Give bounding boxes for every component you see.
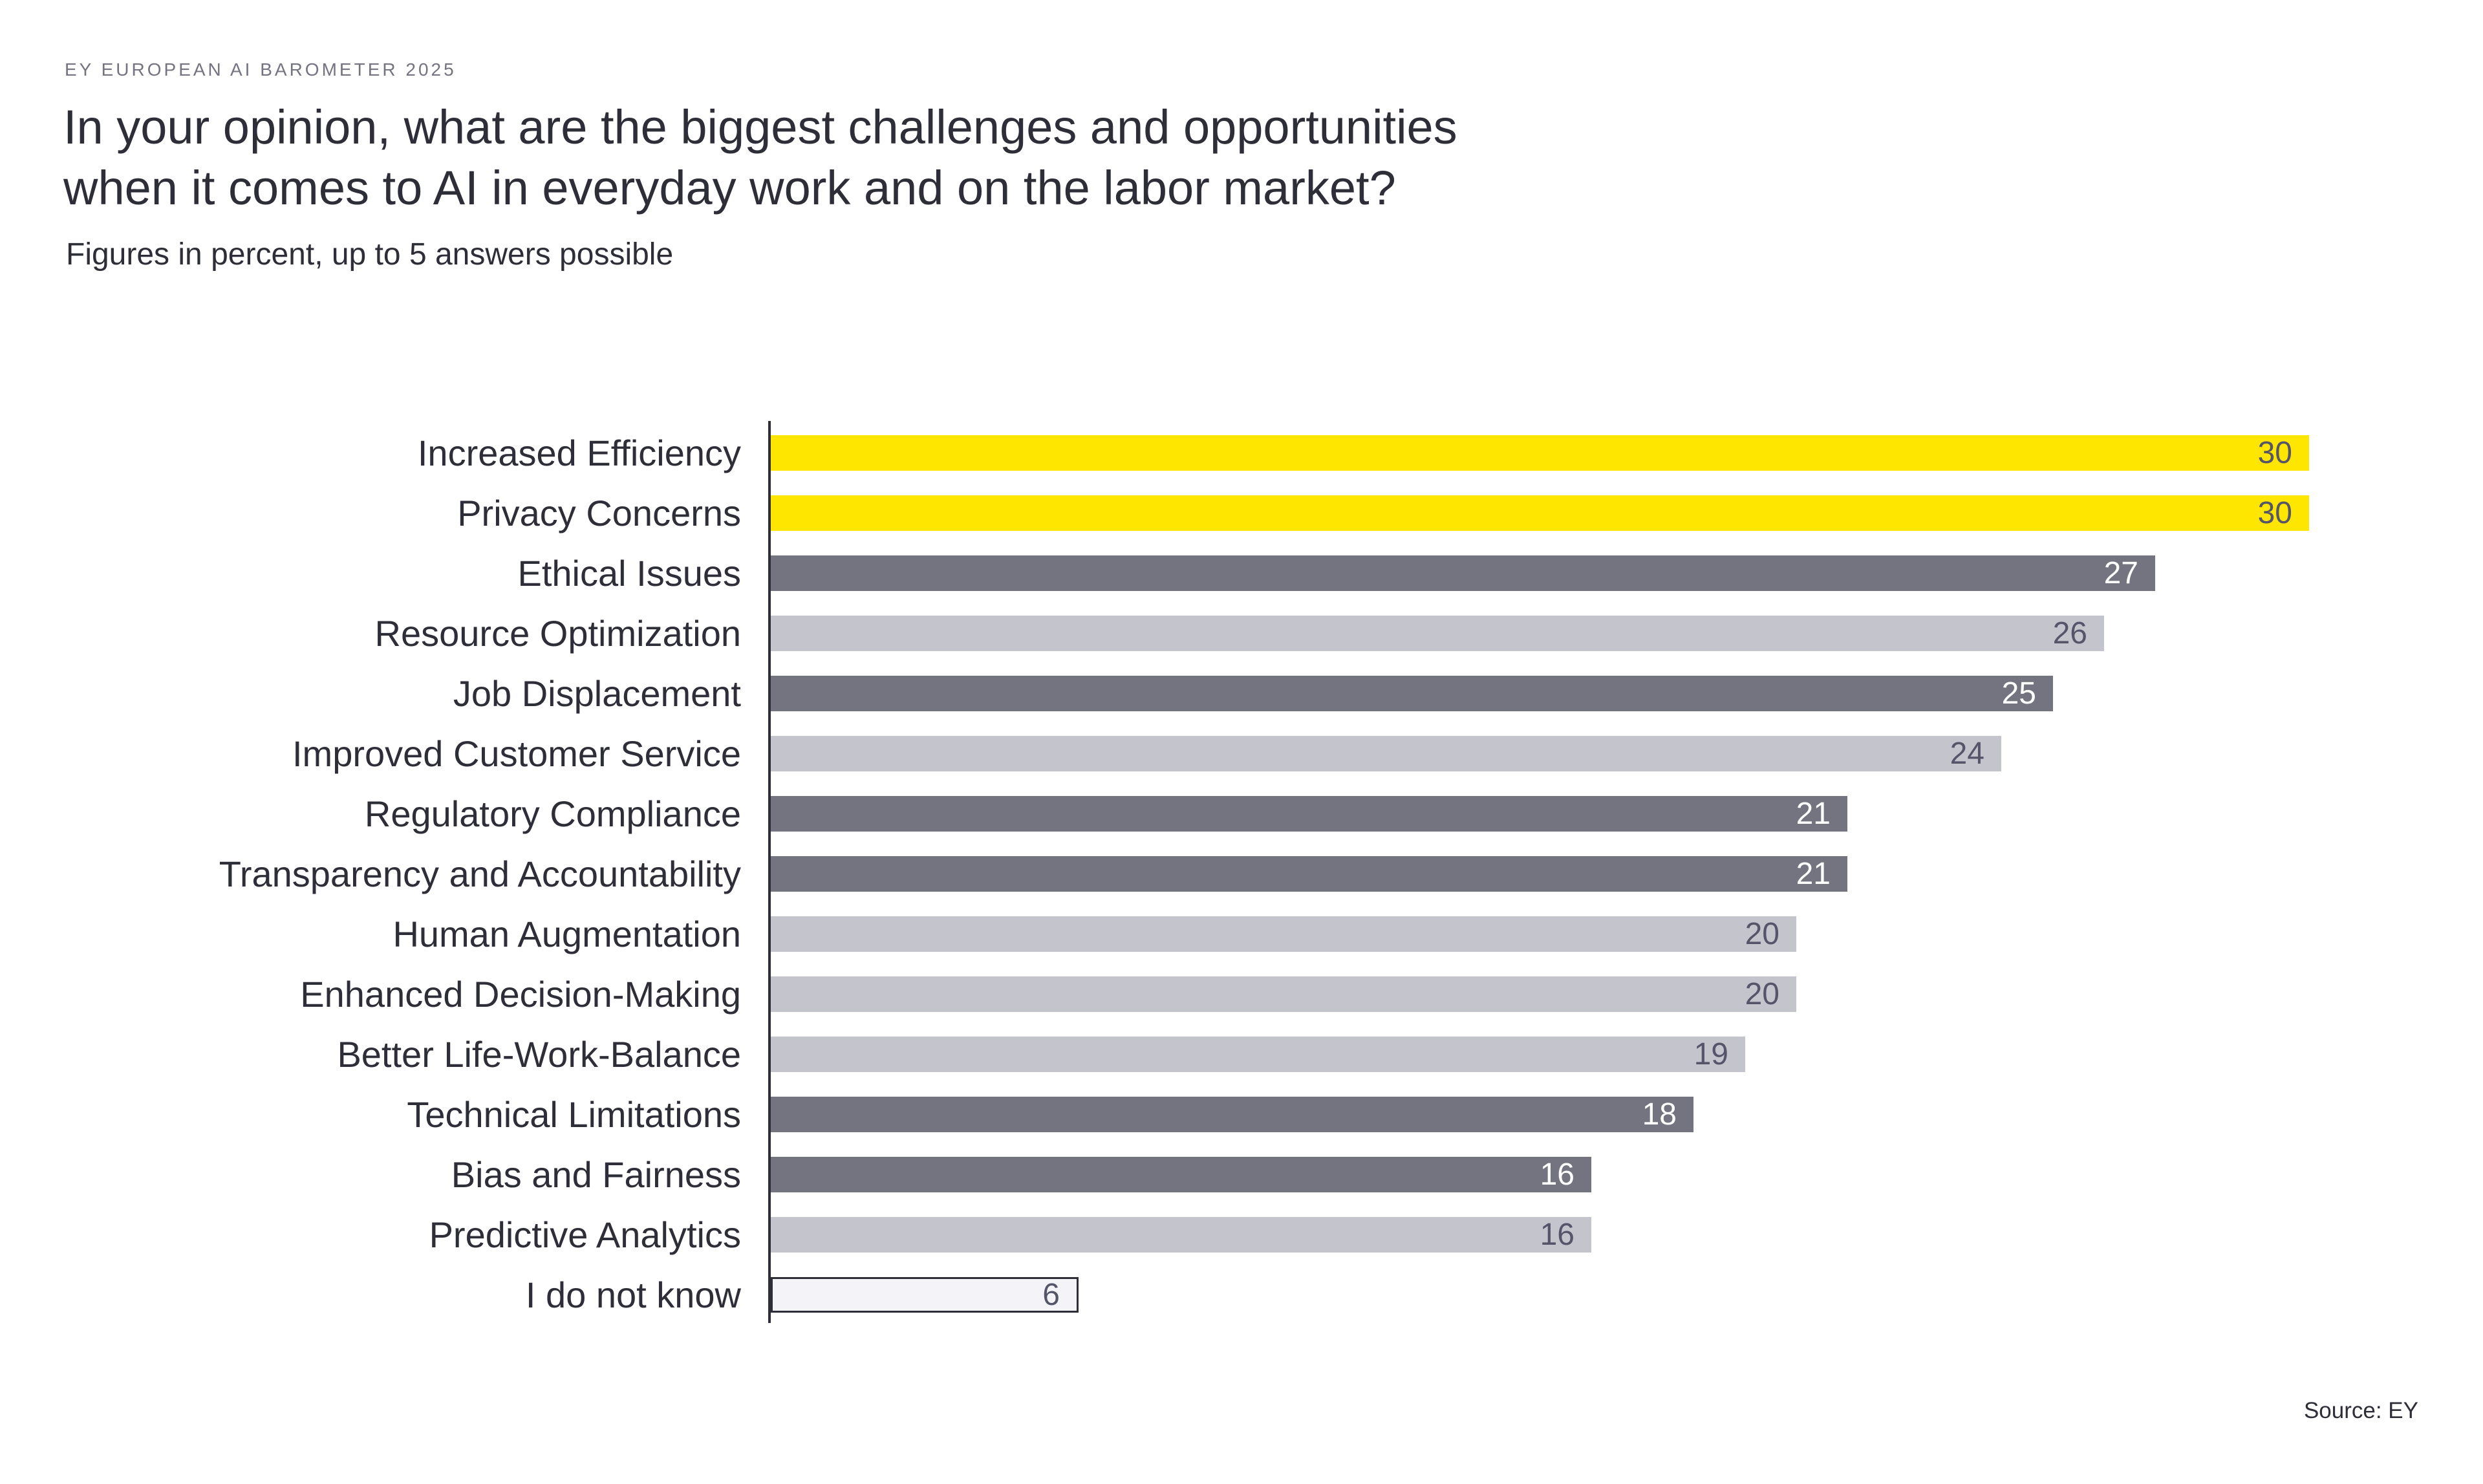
chart-subtitle: Figures in percent, up to 5 answers poss… [66, 237, 674, 272]
chart-row: Privacy Concerns 30 [0, 493, 2483, 533]
bar: 19 [771, 1037, 1745, 1072]
value-label: 16 [1540, 1157, 1575, 1192]
bar: 24 [771, 736, 2001, 771]
bar: 21 [771, 796, 1847, 832]
category-label: Regulatory Compliance [364, 793, 741, 834]
page-title: In your opinion, what are the biggest ch… [63, 100, 1457, 215]
bar: 27 [771, 555, 2155, 591]
bar: 20 [771, 976, 1796, 1012]
chart-row: Ethical Issues 27 [0, 553, 2483, 594]
value-label: 24 [1950, 737, 1984, 771]
chart-row: Technical Limitations 18 [0, 1094, 2483, 1135]
chart-row: Transparency and Accountability 21 [0, 854, 2483, 894]
category-label: Job Displacement [453, 673, 741, 714]
category-label: Increased Efficiency [417, 433, 741, 473]
source-note: Source: EY [2303, 1398, 2418, 1423]
value-label: 18 [1642, 1097, 1677, 1132]
value-label: 6 [1042, 1278, 1060, 1312]
value-label: 27 [2103, 556, 2138, 590]
value-label: 19 [1693, 1037, 1728, 1071]
y-axis-line [768, 421, 771, 1323]
category-label: Technical Limitations [407, 1094, 741, 1135]
bar: 16 [771, 1157, 1591, 1192]
category-label: I do not know [525, 1274, 741, 1315]
chart-row: Improved Customer Service 24 [0, 733, 2483, 774]
category-label: Human Augmentation [392, 914, 741, 954]
chart-row: Enhanced Decision-Making 20 [0, 974, 2483, 1015]
chart-row: Bias and Fairness 16 [0, 1154, 2483, 1195]
value-label: 21 [1796, 857, 1831, 891]
chart-row: I do not know 6 [0, 1274, 2483, 1315]
category-label: Enhanced Decision-Making [300, 974, 741, 1015]
bar: 26 [771, 616, 2104, 651]
chart-rows: Increased Efficiency 30 Privacy Concerns… [0, 433, 2483, 1315]
chart-row: Job Displacement 25 [0, 673, 2483, 714]
chart-row: Increased Efficiency 30 [0, 433, 2483, 473]
bar: 25 [771, 676, 2053, 711]
chart-row: Human Augmentation 20 [0, 914, 2483, 954]
value-label: 20 [1745, 917, 1779, 951]
value-label: 30 [2257, 496, 2292, 530]
chart-row: Predictive Analytics 16 [0, 1214, 2483, 1255]
category-label: Resource Optimization [374, 613, 741, 654]
report-kicker: EY EUROPEAN AI BAROMETER 2025 [65, 59, 457, 80]
value-label: 20 [1745, 977, 1779, 1011]
value-label: 26 [2052, 616, 2087, 651]
bar: 6 [771, 1277, 1079, 1313]
chart-row: Regulatory Compliance 21 [0, 793, 2483, 834]
category-label: Better Life-Work-Balance [337, 1034, 741, 1075]
category-label: Ethical Issues [517, 553, 742, 594]
bar: 16 [771, 1217, 1591, 1253]
category-label: Privacy Concerns [457, 493, 741, 533]
bar: 21 [771, 856, 1847, 892]
category-label: Improved Customer Service [292, 733, 741, 774]
value-label: 21 [1796, 797, 1831, 831]
category-label: Transparency and Accountability [219, 854, 741, 894]
bar: 18 [771, 1097, 1693, 1132]
chart-row: Resource Optimization 26 [0, 613, 2483, 654]
category-label: Bias and Fairness [451, 1154, 741, 1195]
category-label: Predictive Analytics [429, 1214, 741, 1255]
value-label: 25 [2001, 676, 2036, 711]
value-label: 16 [1540, 1218, 1575, 1252]
value-label: 30 [2257, 436, 2292, 470]
bar: 30 [771, 495, 2309, 531]
bar: 30 [771, 435, 2309, 471]
chart-row: Better Life-Work-Balance 19 [0, 1034, 2483, 1075]
bar: 20 [771, 916, 1796, 952]
bar-chart: Increased Efficiency 30 Privacy Concerns… [0, 421, 2483, 1337]
